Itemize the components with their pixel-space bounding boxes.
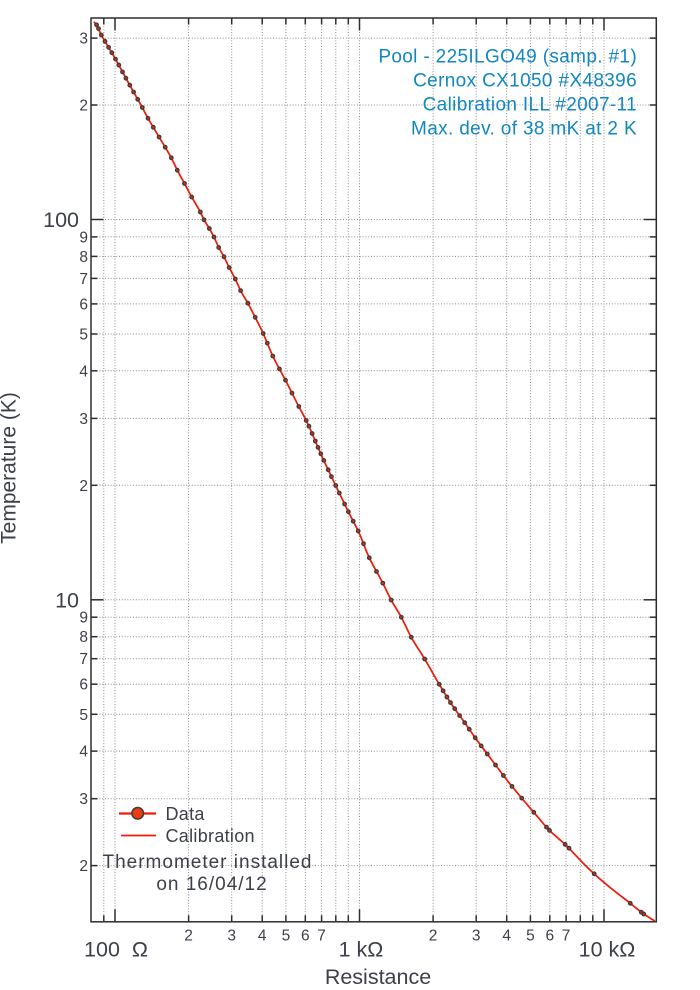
svg-text:Cernox CX1050 #X48396: Cernox CX1050 #X48396 xyxy=(413,71,637,92)
svg-text:6: 6 xyxy=(545,928,554,945)
svg-text:7: 7 xyxy=(79,271,88,288)
svg-text:5: 5 xyxy=(79,707,88,724)
svg-text:4: 4 xyxy=(502,928,511,945)
svg-text:2: 2 xyxy=(184,928,193,945)
svg-text:5: 5 xyxy=(282,928,291,945)
svg-text:100: 100 xyxy=(43,208,79,232)
svg-text:6: 6 xyxy=(79,296,88,313)
svg-text:Resistance: Resistance xyxy=(325,965,431,989)
svg-text:9: 9 xyxy=(79,229,88,246)
svg-text:Calibration: Calibration xyxy=(166,826,255,846)
svg-text:4: 4 xyxy=(258,928,267,945)
svg-text:4: 4 xyxy=(79,363,88,380)
svg-text:Temperature (K): Temperature (K) xyxy=(0,392,21,544)
svg-text:2: 2 xyxy=(79,858,88,875)
svg-text:3: 3 xyxy=(79,791,88,808)
svg-text:Thermometer installed: Thermometer installed xyxy=(102,852,312,873)
svg-text:8: 8 xyxy=(79,629,88,646)
svg-text:7: 7 xyxy=(79,651,88,668)
svg-text:3: 3 xyxy=(227,928,236,945)
svg-text:6: 6 xyxy=(301,928,310,945)
svg-text:10: 10 xyxy=(55,588,79,612)
svg-text:8: 8 xyxy=(79,249,88,266)
svg-text:Pool - 225ILGO49 (samp. #1): Pool - 225ILGO49 (samp. #1) xyxy=(378,47,637,68)
svg-text:on 16/04/12: on 16/04/12 xyxy=(156,874,267,895)
svg-text:7: 7 xyxy=(562,928,571,945)
svg-text:5: 5 xyxy=(526,928,535,945)
svg-text:Max. dev. of 38 mK at 2 K: Max. dev. of 38 mK at 2 K xyxy=(411,119,637,140)
svg-text:Calibration ILL #2007-11: Calibration ILL #2007-11 xyxy=(423,95,637,116)
svg-text:7: 7 xyxy=(317,928,326,945)
svg-text:1 kΩ: 1 kΩ xyxy=(339,938,384,962)
svg-text:2: 2 xyxy=(79,478,88,495)
svg-text:100 Ω: 100 Ω xyxy=(84,938,148,962)
svg-text:3: 3 xyxy=(79,31,88,48)
svg-text:3: 3 xyxy=(79,411,88,428)
svg-text:4: 4 xyxy=(79,744,88,761)
svg-text:3: 3 xyxy=(472,928,481,945)
svg-text:10 kΩ: 10 kΩ xyxy=(579,938,636,962)
svg-text:2: 2 xyxy=(79,98,88,115)
svg-text:Data: Data xyxy=(166,804,206,824)
svg-text:6: 6 xyxy=(79,677,88,694)
svg-text:9: 9 xyxy=(79,610,88,627)
svg-text:5: 5 xyxy=(79,327,88,344)
svg-text:2: 2 xyxy=(429,928,438,945)
